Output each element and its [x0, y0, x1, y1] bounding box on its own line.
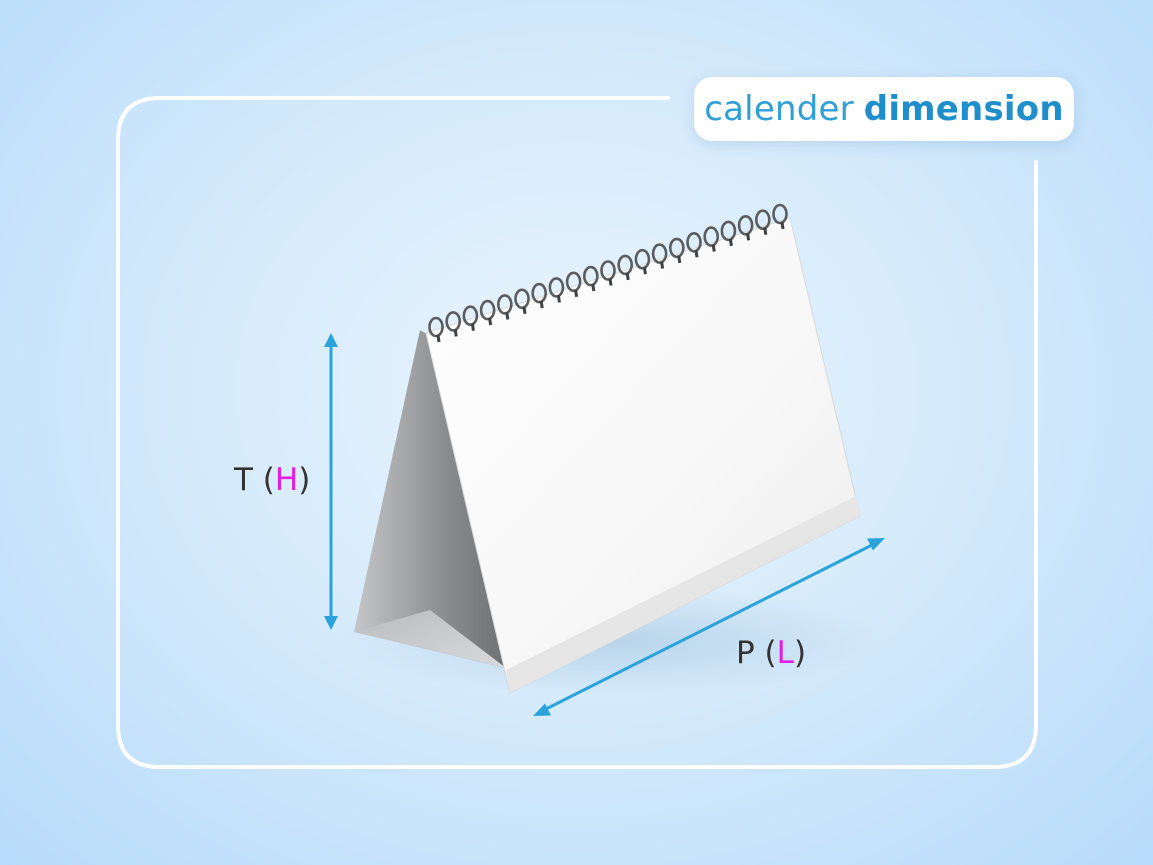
spiral-ring: [531, 282, 548, 304]
spiral-ring-tail: [677, 255, 682, 264]
spiral-ring: [514, 288, 530, 310]
spiral-ring: [634, 248, 651, 270]
spiral-ring-tail: [608, 278, 613, 286]
spiral-ring: [445, 311, 462, 332]
height-label-suffix: ): [298, 462, 311, 498]
spiral-ring-tail: [642, 266, 647, 275]
spiral-ring: [720, 220, 737, 242]
length-label-suffix: ): [793, 635, 807, 671]
spiral-ring: [479, 299, 496, 321]
spiral-ring-tail: [625, 272, 630, 281]
height-arrow: [324, 333, 338, 630]
spiral-ring-tail: [694, 250, 699, 258]
spiral-ring: [703, 226, 720, 247]
spiral-ring: [600, 260, 616, 281]
calendar-base-fold: [354, 610, 506, 668]
spiral-ring-tail: [539, 300, 544, 309]
length-dimension-label: P (L): [736, 635, 806, 671]
spiral-ring: [668, 237, 685, 259]
spiral-ring-tail: [453, 329, 458, 337]
spiral-ring-tail: [728, 238, 733, 247]
spiral-ring-tail: [660, 261, 665, 269]
spiral-ring-tail: [711, 244, 716, 252]
spiral-ring: [548, 277, 565, 298]
spiral-ring: [496, 294, 513, 315]
length-arrow: [533, 538, 885, 716]
spiral-ring-tail: [505, 312, 510, 320]
spiral-ring: [462, 305, 479, 327]
frame-outline: [116, 96, 1038, 769]
spiral-ring-tail: [763, 227, 768, 235]
spiral-ring-tail: [556, 295, 561, 303]
height-dimension-label: T (H): [234, 462, 310, 498]
spiral-binding: [428, 203, 788, 343]
spiral-ring: [582, 265, 599, 287]
spiral-ring: [651, 243, 668, 264]
spiral-ring-tail: [522, 306, 527, 315]
length-label-letter: L: [776, 635, 794, 671]
spiral-ring-tail: [488, 317, 493, 326]
height-label-letter: H: [274, 462, 299, 498]
spiral-ring: [617, 254, 634, 276]
title-bold-text: dimension: [863, 89, 1064, 129]
height-label-prefix: T (: [234, 462, 275, 498]
calendar-back-panel: [354, 330, 506, 668]
spiral-ring-tail: [780, 221, 785, 230]
title-light-text: calender: [704, 89, 854, 129]
spiral-ring-tail: [574, 289, 579, 298]
title-badge: calender dimension: [694, 77, 1074, 141]
spiral-ring-tail: [746, 233, 751, 241]
spiral-ring: [686, 232, 702, 253]
spiral-ring: [754, 209, 771, 230]
spiral-ring-tail: [591, 283, 596, 292]
spiral-ring: [428, 316, 444, 338]
spiral-ring: [772, 203, 788, 225]
length-label-prefix: P (: [736, 635, 777, 671]
spiral-ring: [565, 271, 582, 293]
spiral-ring-tail: [470, 323, 475, 331]
desk-calendar-tent-icon: [340, 203, 880, 695]
spiral-ring-tail: [436, 334, 441, 343]
spiral-ring: [737, 215, 754, 236]
